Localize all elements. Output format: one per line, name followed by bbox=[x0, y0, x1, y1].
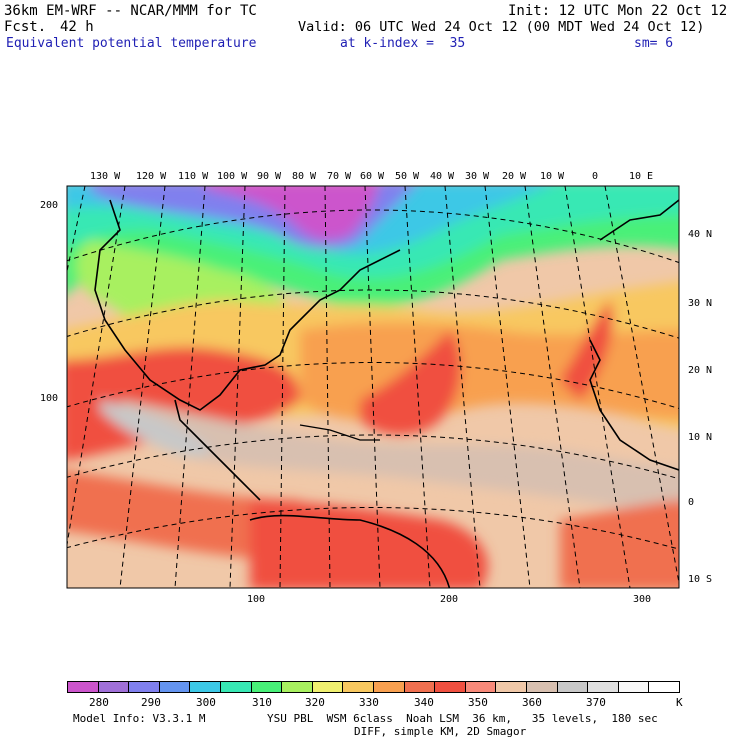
colorbar-label: 370 bbox=[586, 696, 606, 709]
lon-label: 80 W bbox=[292, 171, 317, 182]
grid-y-label: 200 bbox=[40, 200, 59, 211]
colorbar-swatch bbox=[403, 681, 436, 693]
grid-x-label: 100 bbox=[247, 594, 266, 605]
lat-label: 10 S bbox=[688, 574, 713, 585]
lat-label: 30 N bbox=[688, 298, 713, 309]
colorbar-swatch bbox=[67, 681, 99, 693]
colorbar-swatch bbox=[97, 681, 130, 693]
lon-label: 30 W bbox=[465, 171, 490, 182]
colorbar-swatch bbox=[648, 681, 680, 693]
valid-time: Valid: 06 UTC Wed 24 Oct 12 (00 MDT Wed … bbox=[298, 19, 705, 35]
lon-label: 50 W bbox=[395, 171, 420, 182]
physics-info: YSU PBL WSM 6class Noah LSM 36 km, 35 le… bbox=[267, 712, 658, 725]
colorbar-swatch bbox=[556, 681, 589, 693]
forecast-hour: 42 h bbox=[60, 19, 94, 35]
diffusion-info: DIFF, simple KM, 2D Smagor bbox=[354, 725, 527, 738]
lon-label: 10 W bbox=[540, 171, 565, 182]
lon-label: 130 W bbox=[90, 171, 121, 182]
lon-label: 70 W bbox=[327, 171, 352, 182]
colorbar-unit: K bbox=[676, 696, 683, 709]
lon-label: 100 W bbox=[217, 171, 248, 182]
colorbar-label: 330 bbox=[359, 696, 379, 709]
lon-label: 0 bbox=[592, 171, 599, 182]
colorbar-swatch bbox=[434, 681, 466, 693]
colorbar-swatch bbox=[220, 681, 252, 693]
graticule bbox=[67, 186, 679, 588]
lon-label: 60 W bbox=[360, 171, 385, 182]
colorbar-label: 360 bbox=[522, 696, 542, 709]
grid-x-label: 200 bbox=[440, 594, 459, 605]
lon-label: 90 W bbox=[257, 171, 282, 182]
colorbar-swatch bbox=[158, 681, 191, 693]
grid-x-label: 300 bbox=[633, 594, 652, 605]
colorbar-swatch bbox=[587, 681, 619, 693]
model-title: 36km EM-WRF -- NCAR/MMM for TC bbox=[4, 3, 257, 19]
colorbar-swatch bbox=[128, 681, 160, 693]
level-label: at k-index = 35 bbox=[340, 36, 466, 51]
lon-label: 110 W bbox=[178, 171, 209, 182]
colorbar-label: 290 bbox=[141, 696, 161, 709]
colorbar-label: 300 bbox=[196, 696, 216, 709]
colorbar-swatch bbox=[311, 681, 344, 693]
lon-label: 120 W bbox=[136, 171, 167, 182]
smoothing-label: sm= 6 bbox=[634, 36, 674, 51]
lon-label: 40 W bbox=[430, 171, 455, 182]
colorbar-swatch bbox=[373, 681, 405, 693]
colorbar-label: 280 bbox=[89, 696, 109, 709]
grid-y-label: 100 bbox=[40, 393, 59, 404]
lon-label: 10 E bbox=[629, 171, 654, 182]
field-shading bbox=[67, 186, 679, 588]
colorbar-swatch bbox=[342, 681, 374, 693]
colorbar-swatch bbox=[250, 681, 283, 693]
init-time: Init: 12 UTC Mon 22 Oct 12 bbox=[508, 3, 728, 19]
colorbar-swatch bbox=[464, 681, 497, 693]
colorbar-label: 350 bbox=[468, 696, 488, 709]
map-frame bbox=[66, 185, 680, 589]
colorbar-label: 310 bbox=[252, 696, 272, 709]
field-name: Equivalent potential temperature bbox=[6, 36, 257, 51]
colorbar-swatch bbox=[189, 681, 221, 693]
colorbar-label: 340 bbox=[414, 696, 434, 709]
lat-label: 20 N bbox=[688, 365, 713, 376]
forecast-label: Fcst. bbox=[4, 19, 47, 35]
colorbar-swatch bbox=[526, 681, 558, 693]
lat-label: 10 N bbox=[688, 432, 713, 443]
model-info: Model Info: V3.3.1 M bbox=[73, 712, 206, 725]
colorbar-swatch bbox=[495, 681, 527, 693]
lat-label: 0 bbox=[688, 497, 695, 508]
lon-label: 20 W bbox=[502, 171, 527, 182]
colorbar-swatch bbox=[617, 681, 650, 693]
colorbar-swatch bbox=[281, 681, 313, 693]
lat-label: 40 N bbox=[688, 229, 713, 240]
coastlines bbox=[94, 199, 679, 588]
colorbar-label: 320 bbox=[305, 696, 325, 709]
